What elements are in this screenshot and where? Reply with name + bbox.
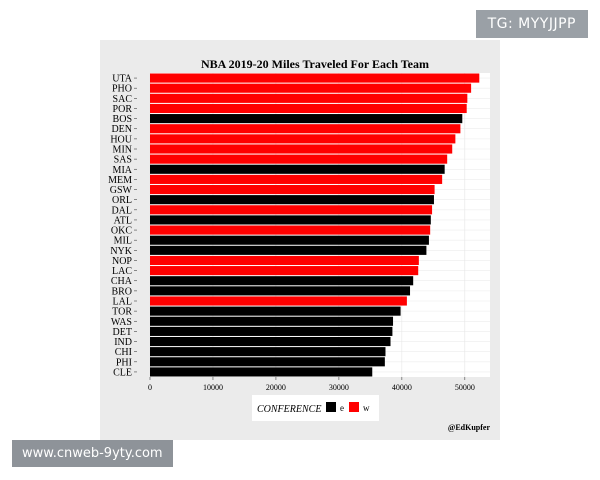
bar-bro [150, 286, 411, 296]
x-tick-label: 0 [148, 383, 152, 392]
y-tick-label: BOS [113, 114, 132, 125]
x-axis-labels: 0 10000 20000 30000 40000 50000 [148, 377, 475, 392]
y-tick-label: LAL [113, 297, 132, 308]
y-tick-label: DAL [111, 205, 132, 216]
legend-label-e: e [340, 403, 344, 413]
y-tick-label: IND [114, 337, 132, 348]
y-tick-label: LAC [112, 266, 132, 277]
y-tick-label: NYK [110, 246, 132, 257]
y-tick-label: SAS [114, 155, 132, 166]
bar-orl [150, 195, 434, 205]
bar-den [150, 124, 461, 134]
y-tick-label: DEN [111, 124, 132, 135]
bar-phi [150, 357, 385, 367]
legend-title: CONFERENCE [257, 404, 321, 415]
legend: CONFERENCE e w [252, 395, 379, 421]
x-tick-label: 20000 [266, 383, 286, 392]
y-tick-label: GSW [110, 185, 133, 196]
bar-lal [150, 296, 407, 306]
y-tick-label: TOR [112, 307, 132, 318]
chart-panel: NBA 2019-20 Miles Traveled For Each Team… [100, 40, 500, 440]
y-tick-label: MIL [114, 236, 132, 247]
bar-okc [150, 225, 431, 235]
y-tick-label: HOU [110, 134, 132, 145]
bar-cha [150, 276, 414, 286]
bar-gsw [150, 184, 435, 195]
y-tick-label: ORL [112, 195, 132, 206]
y-tick-label: CLE [113, 367, 132, 378]
bar-mem [150, 174, 443, 184]
bar-por [150, 103, 467, 114]
y-tick-label: OKC [111, 226, 132, 237]
legend-label-w: w [363, 403, 370, 413]
bar-bos [150, 114, 463, 124]
bar-uta [150, 73, 480, 83]
bar-hou [150, 134, 456, 144]
x-tick-label: 10000 [203, 383, 223, 392]
bar-mil [150, 235, 429, 245]
y-tick-label: PHO [112, 84, 132, 95]
y-tick-label: WAS [111, 317, 132, 328]
bar-det [150, 326, 393, 336]
y-tick-label: CHI [115, 347, 132, 358]
y-tick-label: BRO [111, 286, 132, 297]
bar-sac [150, 93, 468, 103]
bar-tor [150, 306, 401, 316]
bar-cle [150, 367, 373, 377]
plot-area [150, 73, 490, 377]
y-tick-label: UTA [112, 74, 133, 85]
y-tick-label: MIA [113, 165, 133, 176]
bar-min [150, 144, 453, 154]
bar-nyk [150, 245, 427, 255]
y-tick-label: NOP [112, 256, 132, 267]
x-tick-label: 40000 [392, 383, 412, 392]
y-tick-label: MIN [113, 145, 132, 156]
bars [150, 73, 480, 377]
x-tick-label: 50000 [455, 383, 475, 392]
legend-swatch-e [326, 402, 336, 412]
y-tick-label: POR [113, 104, 133, 115]
bar-was [150, 316, 394, 326]
bar-nop [150, 255, 419, 266]
bar-dal [150, 205, 433, 215]
bar-chart: NBA 2019-20 Miles Traveled For Each Team… [108, 57, 491, 432]
y-tick-label: MEM [108, 175, 132, 186]
y-tick-label: DET [113, 327, 132, 338]
y-tick-label: SAC [113, 94, 133, 105]
y-tick-label: CHA [111, 276, 133, 287]
watermark-top: TG: MYYJJPP [475, 10, 588, 38]
plot-background [150, 73, 490, 377]
bar-ind [150, 336, 391, 347]
x-tick-label: 30000 [329, 383, 349, 392]
credit-label: @EdKupfer [448, 423, 491, 432]
watermark-bottom: www.cnweb-9yty.com [12, 440, 173, 467]
bar-sas [150, 154, 448, 164]
y-tick-label: ATL [114, 215, 132, 226]
chart-title: NBA 2019-20 Miles Traveled For Each Team [201, 57, 429, 71]
y-axis-labels: UTAPHOSACPORBOSDENHOUMINSASMIAMEMGSWORLD… [108, 74, 137, 378]
bar-pho [150, 83, 472, 93]
bar-atl [150, 215, 431, 225]
y-tick-label: PHI [116, 357, 132, 368]
bar-lac [150, 266, 419, 276]
legend-swatch-w [349, 402, 359, 412]
bar-mia [150, 164, 445, 174]
bar-chi [150, 347, 386, 357]
